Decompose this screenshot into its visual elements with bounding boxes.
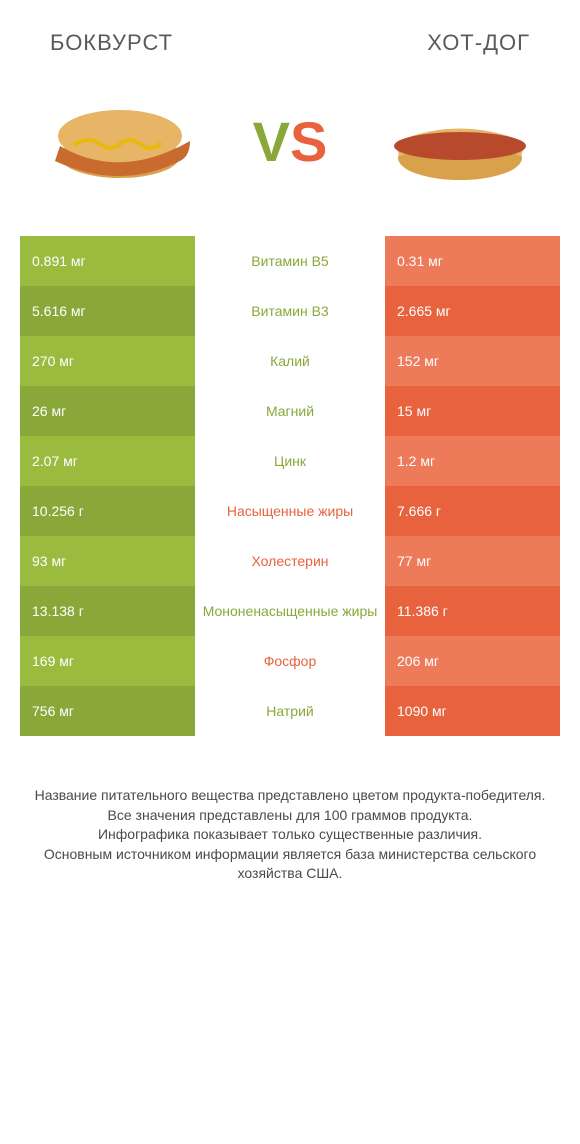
cell-nutrient-label: Натрий (195, 686, 385, 736)
food-image-left (40, 86, 200, 196)
footer-line-4: Основным источником информации является … (30, 845, 550, 884)
table-row: 0.891 мгВитамин B50.31 мг (20, 236, 560, 286)
title-left: БОКВУРСТ (50, 30, 173, 56)
table-row: 169 мгФосфор206 мг (20, 636, 560, 686)
cell-left-value: 756 мг (20, 686, 195, 736)
cell-left-value: 5.616 мг (20, 286, 195, 336)
table-row: 756 мгНатрий1090 мг (20, 686, 560, 736)
vs-s: S (290, 109, 327, 174)
table-row: 270 мгКалий152 мг (20, 336, 560, 386)
cell-nutrient-label: Насыщенные жиры (195, 486, 385, 536)
cell-nutrient-label: Цинк (195, 436, 385, 486)
cell-left-value: 169 мг (20, 636, 195, 686)
footer-notes: Название питательного вещества представл… (20, 736, 560, 884)
table-row: 13.138 гМононенасыщенные жиры11.386 г (20, 586, 560, 636)
cell-right-value: 0.31 мг (385, 236, 560, 286)
cell-right-value: 2.665 мг (385, 286, 560, 336)
cell-nutrient-label: Витамин B5 (195, 236, 385, 286)
food-image-right (380, 86, 540, 196)
cell-left-value: 10.256 г (20, 486, 195, 536)
cell-left-value: 13.138 г (20, 586, 195, 636)
title-right: ХОТ-ДОГ (427, 30, 530, 56)
cell-nutrient-label: Калий (195, 336, 385, 386)
footer-line-2: Все значения представлены для 100 граммо… (30, 806, 550, 826)
vs-v: V (253, 109, 290, 174)
cell-nutrient-label: Мононенасыщенные жиры (195, 586, 385, 636)
cell-left-value: 0.891 мг (20, 236, 195, 286)
cell-right-value: 15 мг (385, 386, 560, 436)
images-row: VS (20, 76, 560, 236)
table-row: 26 мгМагний15 мг (20, 386, 560, 436)
table-row: 5.616 мгВитамин B32.665 мг (20, 286, 560, 336)
table-row: 10.256 гНасыщенные жиры7.666 г (20, 486, 560, 536)
cell-nutrient-label: Фосфор (195, 636, 385, 686)
cell-right-value: 1.2 мг (385, 436, 560, 486)
table-row: 2.07 мгЦинк1.2 мг (20, 436, 560, 486)
cell-nutrient-label: Витамин B3 (195, 286, 385, 336)
cell-left-value: 2.07 мг (20, 436, 195, 486)
cell-right-value: 1090 мг (385, 686, 560, 736)
cell-right-value: 206 мг (385, 636, 560, 686)
cell-left-value: 270 мг (20, 336, 195, 386)
comparison-table: 0.891 мгВитамин B50.31 мг5.616 мгВитамин… (20, 236, 560, 736)
cell-right-value: 7.666 г (385, 486, 560, 536)
cell-nutrient-label: Магний (195, 386, 385, 436)
cell-left-value: 93 мг (20, 536, 195, 586)
cell-left-value: 26 мг (20, 386, 195, 436)
cell-nutrient-label: Холестерин (195, 536, 385, 586)
cell-right-value: 152 мг (385, 336, 560, 386)
vs-label: VS (253, 109, 328, 174)
header: БОКВУРСТ ХОТ-ДОГ (20, 20, 560, 76)
footer-line-1: Название питательного вещества представл… (30, 786, 550, 806)
footer-line-3: Инфографика показывает только существенн… (30, 825, 550, 845)
cell-right-value: 11.386 г (385, 586, 560, 636)
cell-right-value: 77 мг (385, 536, 560, 586)
table-row: 93 мгХолестерин77 мг (20, 536, 560, 586)
